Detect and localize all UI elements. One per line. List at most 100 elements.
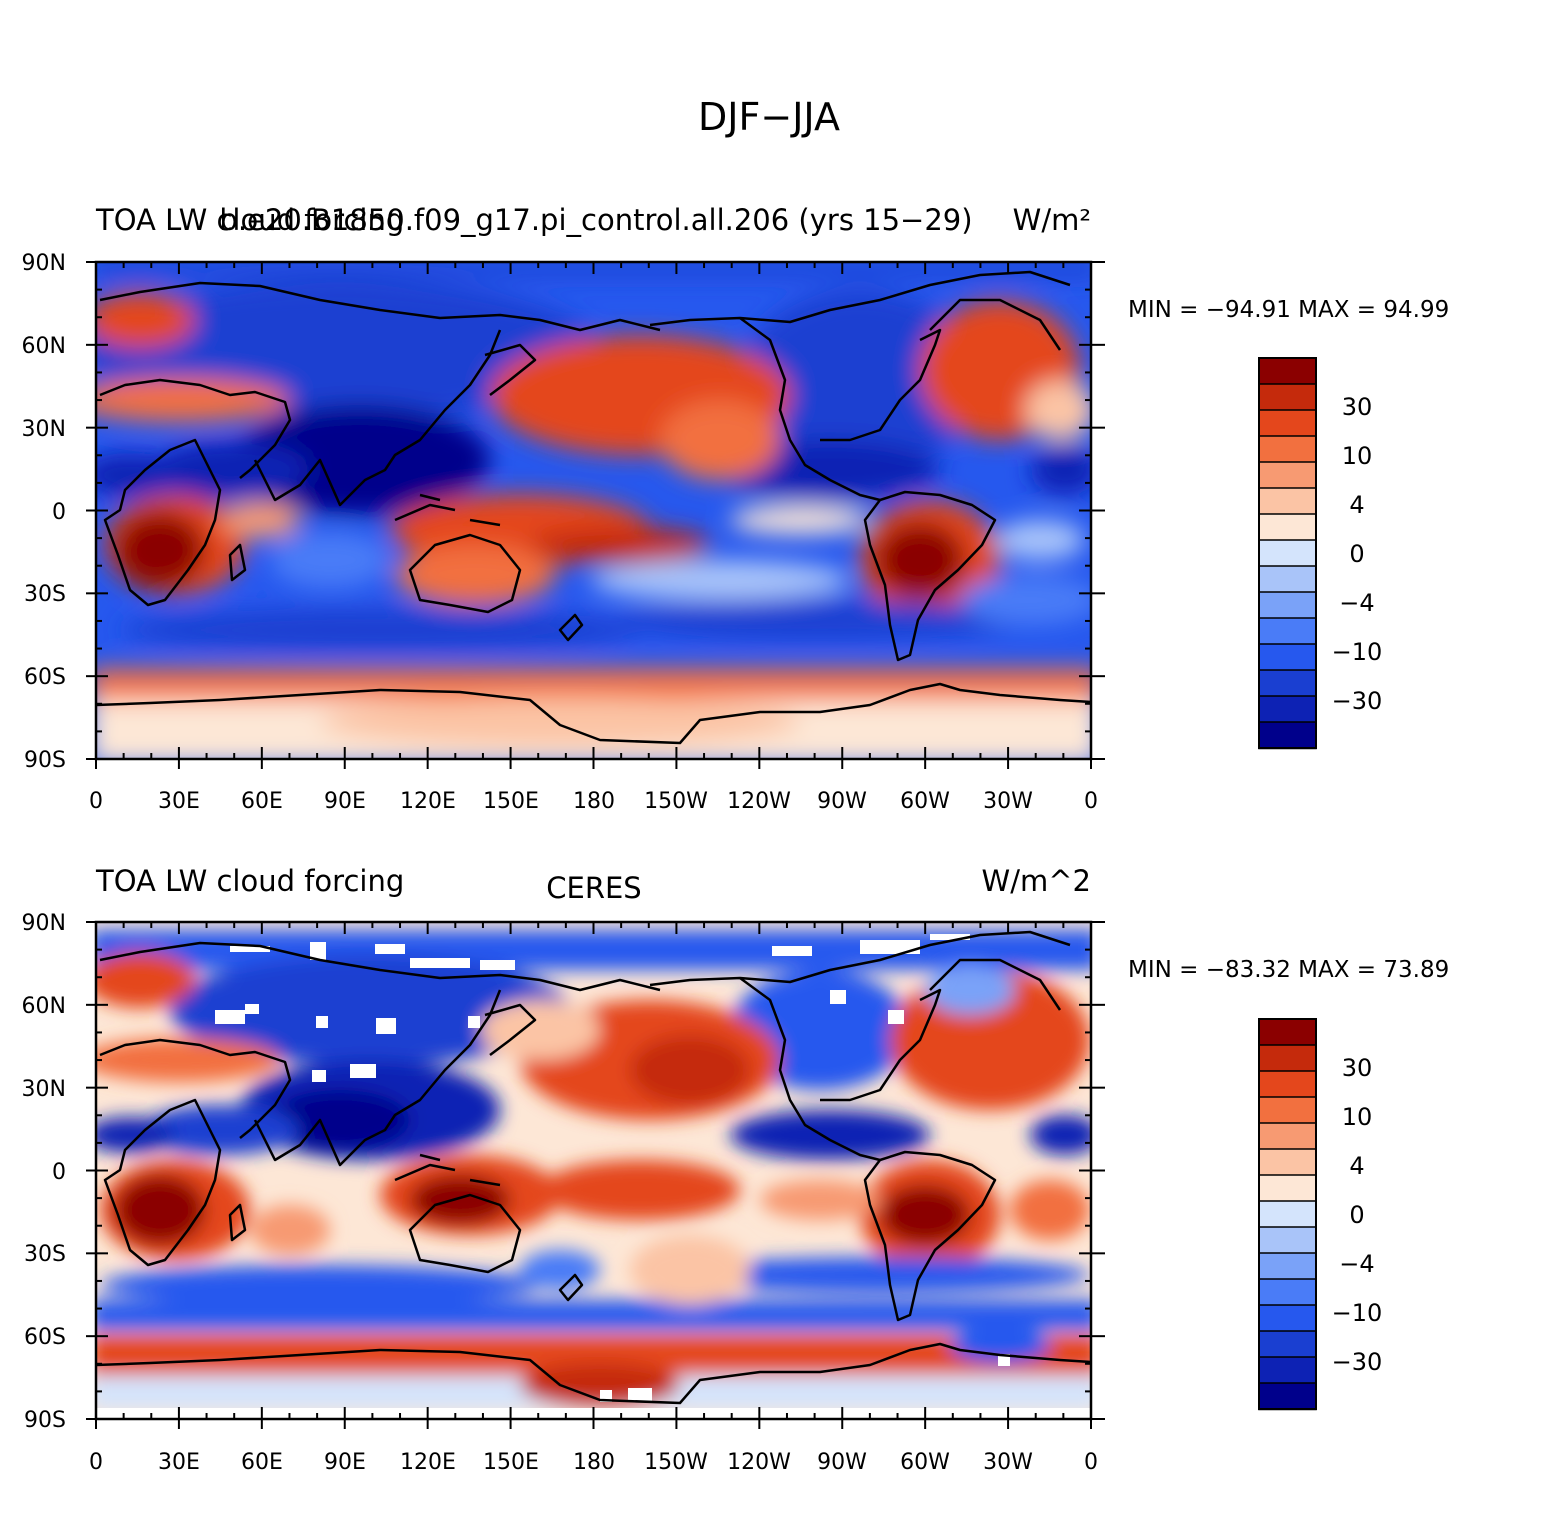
lon-label: 30E: [158, 789, 200, 814]
lat-label: 30S: [24, 582, 66, 607]
colorbar-box: [1258, 1304, 1317, 1333]
colorbar-box: [1258, 435, 1317, 464]
lon-axis: 0 30E 60E 90E 120E 150E 180 150W 120W 90…: [89, 789, 1098, 814]
lon-label: 150E: [483, 1450, 539, 1475]
colorbar-box: [1258, 539, 1317, 568]
panel-title-units: W/m^2: [982, 864, 1091, 898]
lat-label: 0: [52, 500, 66, 525]
coastlines: [96, 930, 1091, 1405]
min-max-readout: MIN = −83.32 MAX = 73.89: [1128, 957, 1449, 983]
colorbar: [1258, 1018, 1317, 1411]
colorbar-box: [1258, 1044, 1317, 1073]
lat-label: 60N: [22, 994, 66, 1019]
colorbar-box: [1258, 1330, 1317, 1359]
colorbar-box: [1258, 409, 1317, 438]
colorbar-box: [1258, 1278, 1317, 1307]
lon-label: 150W: [644, 1450, 708, 1475]
figure-title: DJF−JJA: [698, 95, 840, 139]
colorbar-label: 10: [1342, 442, 1373, 470]
ticks: [86, 261, 1105, 769]
colorbar-box: [1258, 461, 1317, 490]
lon-label: 60W: [900, 789, 950, 814]
lon-label: 90E: [324, 789, 366, 814]
panel-title-units: W/m²: [1013, 203, 1091, 237]
lat-label: 30N: [22, 1077, 66, 1102]
colorbar-box: [1258, 617, 1317, 646]
panel-model: TOA LW cloud forcing b.e20.B1850.f09_g17…: [22, 203, 1450, 814]
colorbar-label: −4: [1339, 1250, 1374, 1278]
colorbar-label: 10: [1342, 1103, 1373, 1131]
colorbar-box: [1258, 669, 1317, 698]
lon-label: 120W: [727, 1450, 791, 1475]
lon-label: 0: [89, 1450, 103, 1475]
coastlines: [96, 270, 1091, 745]
colorbar-label: 0: [1349, 1201, 1364, 1229]
lat-label: 60S: [24, 665, 66, 690]
colorbar-box: [1258, 1148, 1317, 1177]
colorbar-label: 4: [1349, 1152, 1364, 1180]
min-max-readout: MIN = −94.91 MAX = 94.99: [1128, 297, 1449, 323]
colorbar-box: [1258, 565, 1317, 594]
lon-label: 120E: [400, 789, 456, 814]
lon-label: 150E: [483, 789, 539, 814]
lon-label: 60E: [241, 789, 283, 814]
colorbar-box: [1258, 591, 1317, 620]
lon-label: 60E: [241, 1450, 283, 1475]
lon-label: 90W: [817, 789, 867, 814]
colorbar-box: [1258, 1226, 1317, 1255]
colorbar-box: [1258, 1382, 1317, 1411]
lon-axis: 0 30E 60E 90E 120E 150E 180 150W 120W 90…: [89, 1450, 1098, 1475]
colorbar-box: [1258, 1356, 1317, 1385]
colorbar-box: [1258, 513, 1317, 542]
colorbar-box: [1258, 1200, 1317, 1229]
lon-label: 120E: [400, 1450, 456, 1475]
colorbar-outline: [1258, 357, 1317, 749]
panel-title-left: TOA LW cloud forcing: [95, 203, 404, 237]
colorbar-box: [1258, 383, 1317, 412]
lon-label: 90W: [817, 1450, 867, 1475]
colorbar-label: −10: [1332, 638, 1383, 666]
colorbar: [1258, 357, 1317, 750]
colorbar-label: 0: [1349, 540, 1364, 568]
lat-axis: 90N 60N 30N 0 30S 60S 90S: [22, 911, 66, 1433]
lon-label: 120W: [727, 789, 791, 814]
lon-label: 0: [1084, 1450, 1098, 1475]
colorbar-box: [1258, 1070, 1317, 1099]
lat-label: 60S: [24, 1325, 66, 1350]
colorbar-label: −4: [1339, 589, 1374, 617]
colorbar-label: 4: [1349, 491, 1364, 519]
colorbar-label: 30: [1342, 393, 1373, 421]
colorbar-box: [1258, 1018, 1317, 1047]
lat-label: 30N: [22, 417, 66, 442]
lon-label: 0: [89, 789, 103, 814]
lon-label: 90E: [324, 1450, 366, 1475]
lon-label: 0: [1084, 789, 1098, 814]
colorbar-box: [1258, 721, 1317, 750]
colorbar-label: −10: [1332, 1299, 1383, 1327]
lat-label: 90S: [24, 1408, 66, 1433]
colorbar-box: [1258, 643, 1317, 672]
panel-title-center: CERES: [546, 871, 641, 905]
colorbar-box: [1258, 487, 1317, 516]
lon-label: 30W: [983, 1450, 1033, 1475]
colorbar-labels: 30 10 4 0 −4 −10 −30: [1332, 393, 1383, 715]
lon-label: 180: [573, 1450, 615, 1475]
lon-label: 30W: [983, 789, 1033, 814]
colorbar-label: −30: [1332, 687, 1383, 715]
panel-title-center: b.e20.B1850.f09_g17.pi_control.all.206 (…: [219, 203, 972, 237]
map-field: [96, 262, 1091, 759]
map-field: [96, 922, 1091, 1419]
colorbar-label: 30: [1342, 1054, 1373, 1082]
lat-label: 90S: [24, 748, 66, 773]
lon-label: 150W: [644, 789, 708, 814]
colorbar-label: −30: [1332, 1348, 1383, 1376]
lat-label: 30S: [24, 1242, 66, 1267]
panel-title-left: TOA LW cloud forcing: [95, 864, 404, 898]
lat-label: 90N: [22, 251, 66, 276]
ticks: [86, 921, 1105, 1429]
colorbar-box: [1258, 695, 1317, 724]
panel-observations: TOA LW cloud forcing CERES W/m^2: [22, 864, 1450, 1475]
colorbar-outline: [1258, 1018, 1317, 1410]
lat-label: 90N: [22, 911, 66, 936]
